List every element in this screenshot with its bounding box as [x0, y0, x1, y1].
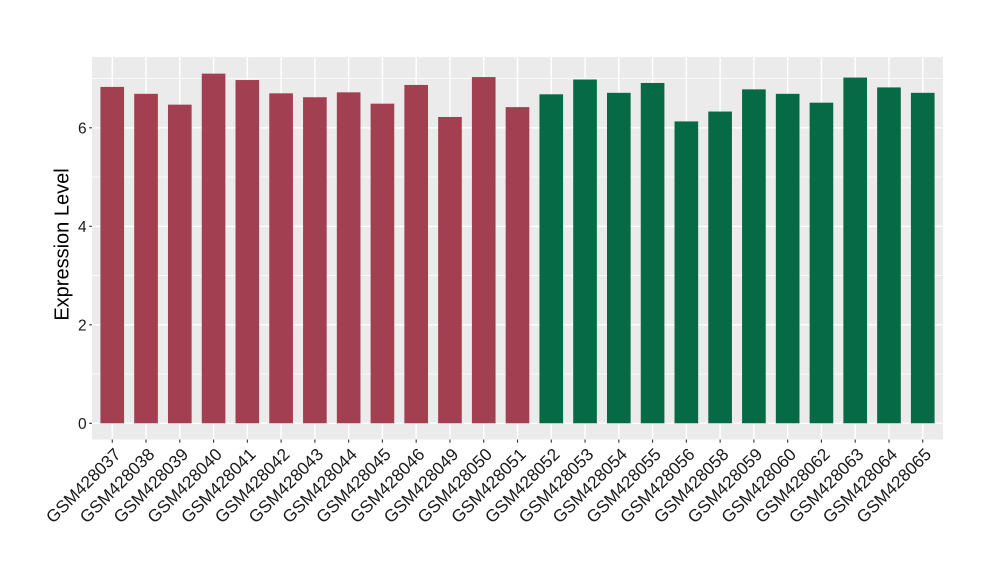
- svg-text:Expression Level: Expression Level: [52, 168, 74, 320]
- svg-text:0: 0: [78, 416, 87, 433]
- svg-text:4: 4: [78, 219, 87, 236]
- svg-text:2: 2: [78, 317, 87, 334]
- svg-text:6: 6: [78, 120, 87, 137]
